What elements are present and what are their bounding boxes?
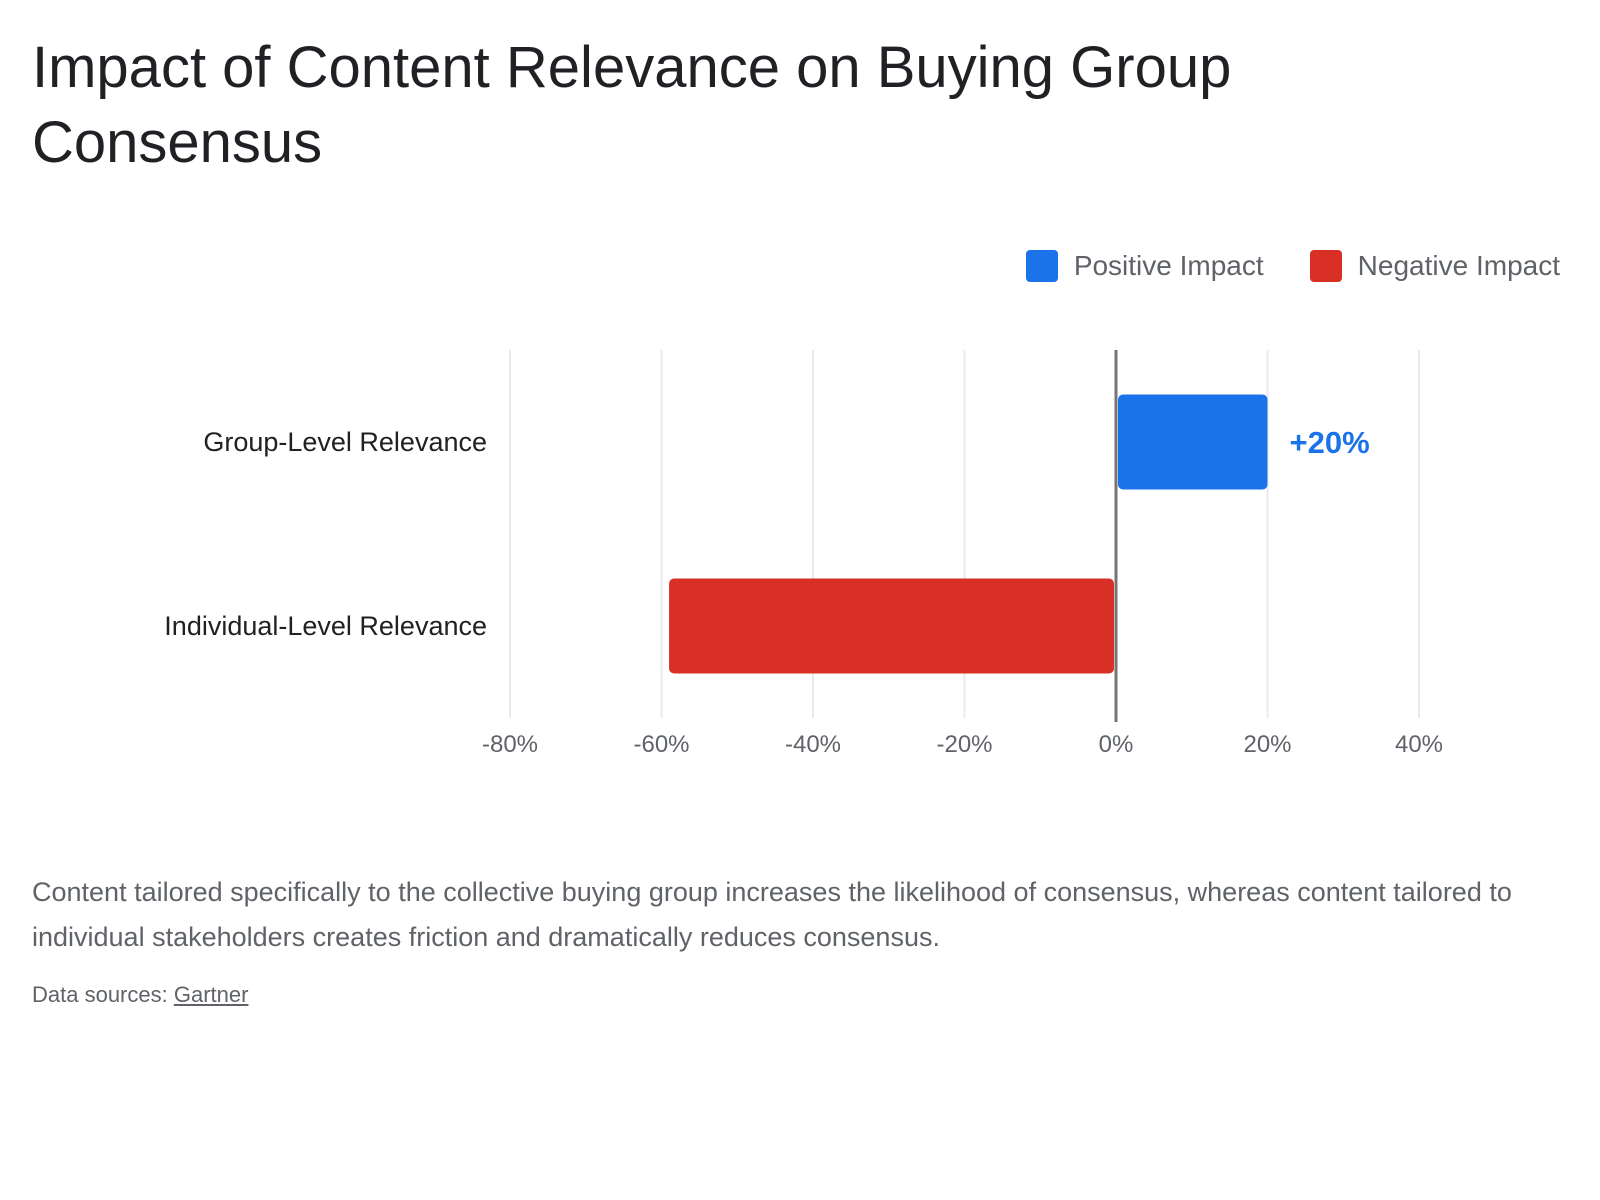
bar xyxy=(1118,394,1268,490)
x-tick-label: -40% xyxy=(785,731,841,758)
x-tick-label: 20% xyxy=(1243,731,1291,758)
x-tick-label: -60% xyxy=(633,731,689,758)
x-tick-label: -20% xyxy=(936,731,992,758)
legend-item-positive: Positive Impact xyxy=(1025,250,1264,282)
bar xyxy=(669,578,1114,674)
data-source-link[interactable]: Gartner xyxy=(173,982,249,1007)
bars xyxy=(669,394,1268,674)
tick-labels: -80% -60% -40% -20% 0% 20% 40% xyxy=(482,731,1443,758)
category-labels: Group-Level Relevance Individual-Level Re… xyxy=(164,427,487,641)
category-label: Individual-Level Relevance xyxy=(164,611,487,641)
x-tick-label: -80% xyxy=(482,731,538,758)
legend-item-negative: Negative Impact xyxy=(1309,250,1560,282)
category-label: Group-Level Relevance xyxy=(203,427,487,457)
legend-label-negative: Negative Impact xyxy=(1357,250,1560,281)
legend-label-positive: Positive Impact xyxy=(1073,250,1264,281)
data-label: +20% xyxy=(1290,425,1370,460)
data-labels: +20% xyxy=(1290,425,1370,460)
x-tick-label: 40% xyxy=(1395,731,1443,758)
bar-chart: Group-Level Relevance Individual-Level Re… xyxy=(164,350,1443,758)
chart-legend: Positive Impact Negative Impact xyxy=(1025,250,1560,282)
data-source-line: Data sources: Gartner xyxy=(32,982,248,1008)
chart-caption: Content tailored specifically to the col… xyxy=(32,877,1512,952)
data-source-prefix: Data sources: xyxy=(32,982,174,1007)
x-tick-label: 0% xyxy=(1099,731,1134,758)
chart-title: Impact of Content Relevance on Buying Gr… xyxy=(32,35,1232,175)
legend-swatch-negative xyxy=(1309,250,1342,282)
legend-swatch-positive xyxy=(1025,250,1058,282)
